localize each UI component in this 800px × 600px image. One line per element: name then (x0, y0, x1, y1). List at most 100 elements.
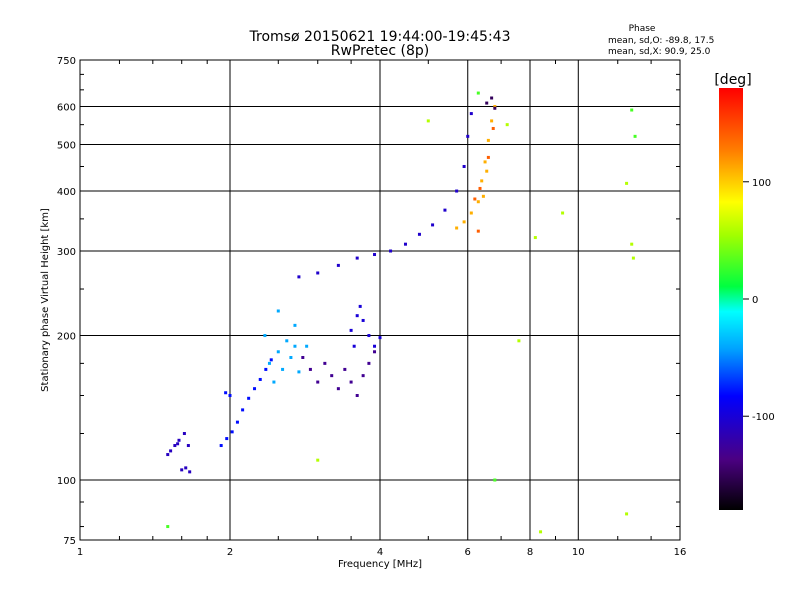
y-tick-label: 75 (63, 536, 76, 547)
phase-heading: Phase (629, 24, 656, 34)
data-point (462, 220, 466, 224)
data-point (316, 458, 320, 462)
data-point (481, 194, 485, 198)
data-point (533, 236, 537, 240)
data-point (241, 408, 245, 412)
data-point (336, 387, 340, 391)
data-point (476, 200, 480, 204)
data-point (473, 197, 477, 201)
data-point (267, 361, 271, 365)
x-tick-label: 16 (674, 547, 687, 558)
data-point (293, 323, 297, 327)
data-point (490, 119, 494, 123)
data-point (316, 271, 320, 275)
data-point (480, 179, 484, 183)
phase-stats-o: mean, sd,O: -89.8, 17.5 (608, 36, 714, 46)
data-point (297, 370, 301, 374)
data-point (361, 318, 365, 322)
data-point (225, 437, 229, 441)
data-point (219, 444, 223, 448)
data-point (349, 328, 353, 332)
data-point (177, 438, 181, 442)
x-tick-label: 8 (527, 547, 533, 558)
axis-ticks: 1 2 4 6 8 10 16 75 100 200 300 400 500 600 750 (57, 56, 686, 558)
data-point (176, 442, 180, 446)
colorbar-ticks: 100 0 -100 (743, 178, 775, 423)
plot-frame (79, 59, 681, 541)
data-point (285, 339, 289, 343)
data-point (431, 223, 435, 227)
data-point (188, 470, 192, 474)
data-point (373, 350, 377, 354)
data-point (343, 367, 347, 371)
data-point (228, 394, 232, 398)
data-point (539, 530, 543, 534)
data-point (258, 377, 262, 381)
data-point (349, 380, 353, 384)
data-point (561, 211, 565, 215)
data-point (184, 466, 188, 470)
data-point (625, 181, 629, 185)
data-point (182, 432, 186, 436)
phase-stats-x: mean, sd,X: 90.9, 25.0 (608, 47, 711, 57)
colorbar-label: [deg] (714, 72, 751, 88)
data-point (264, 367, 268, 371)
data-point (169, 449, 173, 453)
data-point (263, 334, 267, 338)
data-point (469, 112, 473, 116)
data-point (293, 344, 297, 348)
data-point (462, 164, 466, 168)
data-point (476, 229, 480, 233)
data-point (476, 91, 480, 95)
data-point (247, 396, 251, 400)
data-point (625, 512, 629, 516)
colorbar-tick-label: -100 (752, 412, 775, 423)
data-point (493, 105, 497, 109)
data-point (272, 380, 276, 384)
data-point (330, 374, 334, 378)
data-point (301, 355, 305, 359)
colorbar-tick-label: 0 (752, 295, 758, 306)
data-point (230, 430, 234, 434)
data-point (355, 314, 359, 318)
data-points (166, 91, 637, 534)
data-point (253, 387, 257, 391)
x-axis-label: Frequency [MHz] (338, 559, 422, 570)
data-point (455, 226, 459, 230)
data-point (186, 444, 190, 448)
data-point (630, 108, 634, 112)
data-point (483, 160, 487, 164)
data-point (490, 96, 494, 100)
chart-subtitle: RwPretec (8p) (331, 43, 429, 59)
data-point (336, 263, 340, 267)
data-point (517, 339, 521, 343)
data-point (469, 211, 473, 215)
data-point (493, 106, 497, 110)
data-point (367, 361, 371, 365)
data-point (373, 253, 377, 257)
data-point (485, 101, 489, 105)
data-point (378, 336, 382, 340)
data-point (361, 374, 365, 378)
grid (80, 60, 680, 540)
data-point (486, 155, 490, 159)
y-tick-label: 600 (57, 103, 76, 114)
chart-title: Tromsø 20150621 19:44:00-19:45:43 (249, 29, 511, 45)
data-point (269, 358, 273, 362)
data-point (426, 119, 430, 123)
y-tick-label: 300 (57, 247, 76, 258)
y-tick-label: 200 (57, 332, 76, 343)
data-point (166, 453, 170, 457)
data-point (493, 478, 497, 482)
data-point (491, 126, 495, 130)
data-point (367, 334, 371, 338)
y-tick-label: 750 (57, 56, 76, 67)
x-tick-label: 6 (465, 547, 471, 558)
data-point (455, 189, 459, 193)
data-point (297, 275, 301, 279)
data-point (224, 391, 228, 395)
data-point (631, 256, 635, 260)
data-point (166, 525, 170, 529)
data-point (276, 309, 280, 313)
